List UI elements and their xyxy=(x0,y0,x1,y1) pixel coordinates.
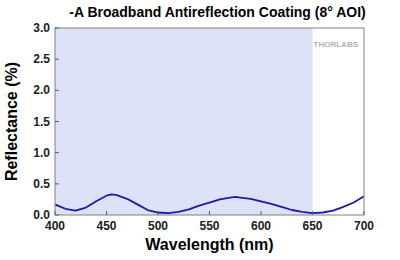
y-tick-label: 1.0 xyxy=(33,146,50,160)
y-tick-label: 1.5 xyxy=(33,115,50,129)
watermark: THORLABS xyxy=(314,40,359,49)
x-axis-label: Wavelength (nm) xyxy=(145,236,273,253)
plot-frame xyxy=(55,28,364,215)
x-tick-label: 650 xyxy=(302,219,322,233)
title: -A Broadband Antireflection Coating (8° … xyxy=(69,4,365,20)
y-tick xyxy=(55,121,59,122)
x-tick xyxy=(55,211,56,215)
x-tick xyxy=(364,211,365,215)
y-tick xyxy=(55,215,59,216)
y-tick-label: 3.0 xyxy=(33,21,50,35)
y-tick-label: 0.5 xyxy=(33,177,50,191)
x-tick-label: 700 xyxy=(354,219,374,233)
x-tick xyxy=(106,211,107,215)
y-tick xyxy=(55,59,59,60)
y-tick xyxy=(55,183,59,184)
y-tick-label: 2.5 xyxy=(33,52,50,66)
x-tick-label: 450 xyxy=(96,219,116,233)
shaded-range xyxy=(55,28,313,215)
y-tick-label: 0.0 xyxy=(33,208,50,222)
x-tick-label: 500 xyxy=(148,219,168,233)
x-tick-label: 550 xyxy=(199,219,219,233)
x-tick xyxy=(312,211,313,215)
y-axis-label: Reflectance (%) xyxy=(3,62,20,181)
plot-area xyxy=(55,28,364,215)
y-tick xyxy=(55,90,59,91)
y-tick-label: 2.0 xyxy=(33,83,50,97)
x-tick-label: 600 xyxy=(251,219,271,233)
chart-container: THORLABS4004505005506006507000.00.51.01.… xyxy=(0,0,400,260)
y-tick xyxy=(55,152,59,153)
data-line xyxy=(55,194,364,213)
plot-background xyxy=(55,28,364,215)
y-tick xyxy=(55,28,59,29)
x-tick xyxy=(209,211,210,215)
x-tick xyxy=(261,211,262,215)
chart: THORLABS4004505005506006507000.00.51.01.… xyxy=(0,0,400,260)
x-tick xyxy=(158,211,159,215)
